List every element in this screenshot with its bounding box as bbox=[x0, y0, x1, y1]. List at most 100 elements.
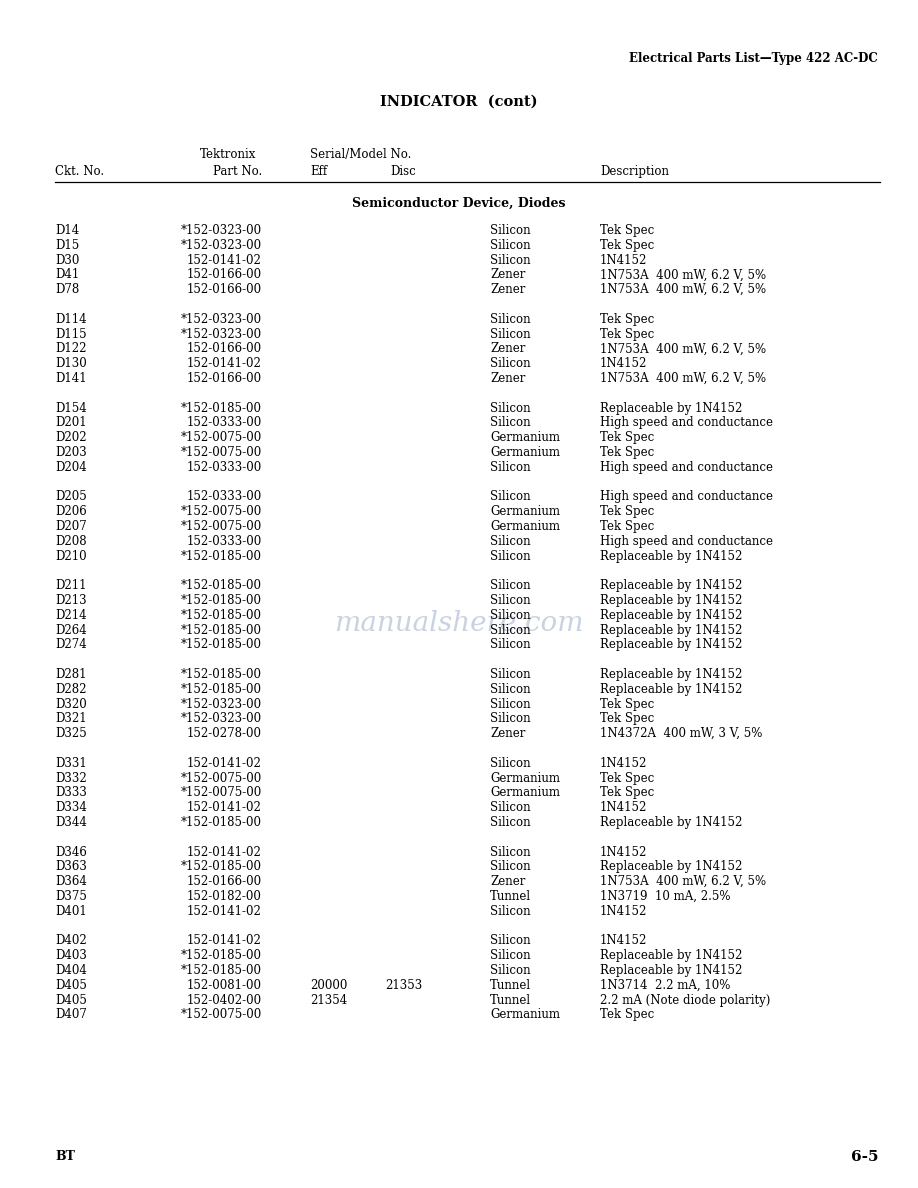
Text: *152-0323-00: *152-0323-00 bbox=[181, 312, 262, 326]
Text: 1N3714  2.2 mA, 10%: 1N3714 2.2 mA, 10% bbox=[600, 979, 731, 992]
Text: 1N4152: 1N4152 bbox=[600, 757, 647, 770]
Text: 1N753A  400 mW, 6.2 V, 5%: 1N753A 400 mW, 6.2 V, 5% bbox=[600, 372, 767, 385]
Text: D210: D210 bbox=[55, 550, 86, 563]
Text: High speed and conductance: High speed and conductance bbox=[600, 461, 773, 474]
Text: High speed and conductance: High speed and conductance bbox=[600, 535, 773, 548]
Text: Tek Spec: Tek Spec bbox=[600, 786, 655, 800]
Text: 152-0333-00: 152-0333-00 bbox=[186, 491, 262, 504]
Text: Silicon: Silicon bbox=[490, 697, 531, 710]
Text: 152-0141-02: 152-0141-02 bbox=[187, 757, 262, 770]
Text: Silicon: Silicon bbox=[490, 253, 531, 266]
Text: 152-0141-02: 152-0141-02 bbox=[187, 935, 262, 947]
Text: *152-0185-00: *152-0185-00 bbox=[181, 683, 262, 696]
Text: D320: D320 bbox=[55, 697, 86, 710]
Text: Tek Spec: Tek Spec bbox=[600, 771, 655, 784]
Text: 152-0333-00: 152-0333-00 bbox=[186, 535, 262, 548]
Text: Zener: Zener bbox=[490, 876, 525, 889]
Text: 152-0182-00: 152-0182-00 bbox=[187, 890, 262, 903]
Text: Tek Spec: Tek Spec bbox=[600, 1009, 655, 1022]
Text: Silicon: Silicon bbox=[490, 638, 531, 651]
Text: INDICATOR  (cont): INDICATOR (cont) bbox=[380, 95, 538, 109]
Text: D405: D405 bbox=[55, 993, 87, 1006]
Text: 1N4152: 1N4152 bbox=[600, 935, 647, 947]
Text: D141: D141 bbox=[55, 372, 86, 385]
Text: D122: D122 bbox=[55, 342, 86, 355]
Text: Replaceable by 1N4152: Replaceable by 1N4152 bbox=[600, 594, 743, 607]
Text: *152-0185-00: *152-0185-00 bbox=[181, 668, 262, 681]
Text: ВΤ: ВΤ bbox=[55, 1150, 75, 1163]
Text: Tek Spec: Tek Spec bbox=[600, 713, 655, 726]
Text: 1N753A  400 mW, 6.2 V, 5%: 1N753A 400 mW, 6.2 V, 5% bbox=[600, 268, 767, 282]
Text: Silicon: Silicon bbox=[490, 608, 531, 621]
Text: Disc: Disc bbox=[390, 165, 416, 178]
Text: *152-0075-00: *152-0075-00 bbox=[181, 505, 262, 518]
Text: D115: D115 bbox=[55, 328, 86, 341]
Text: *152-0185-00: *152-0185-00 bbox=[181, 816, 262, 829]
Text: Tunnel: Tunnel bbox=[490, 993, 532, 1006]
Text: Silicon: Silicon bbox=[490, 860, 531, 873]
Text: Silicon: Silicon bbox=[490, 594, 531, 607]
Text: 1N753A  400 mW, 6.2 V, 5%: 1N753A 400 mW, 6.2 V, 5% bbox=[600, 283, 767, 296]
Text: Electrical Parts List—Type 422 AC-DC: Electrical Parts List—Type 422 AC-DC bbox=[629, 52, 878, 65]
Text: D401: D401 bbox=[55, 905, 86, 918]
Text: Silicon: Silicon bbox=[490, 358, 531, 371]
Text: Germanium: Germanium bbox=[490, 446, 560, 459]
Text: Silicon: Silicon bbox=[490, 801, 531, 814]
Text: D334: D334 bbox=[55, 801, 87, 814]
Text: D402: D402 bbox=[55, 935, 86, 947]
Text: Silicon: Silicon bbox=[490, 949, 531, 962]
Text: 152-0166-00: 152-0166-00 bbox=[187, 372, 262, 385]
Text: Silicon: Silicon bbox=[490, 461, 531, 474]
Text: Replaceable by 1N4152: Replaceable by 1N4152 bbox=[600, 608, 743, 621]
Text: 152-0166-00: 152-0166-00 bbox=[187, 342, 262, 355]
Text: 21354: 21354 bbox=[310, 993, 347, 1006]
Text: D203: D203 bbox=[55, 446, 86, 459]
Text: Silicon: Silicon bbox=[490, 225, 531, 236]
Text: Silicon: Silicon bbox=[490, 328, 531, 341]
Text: D331: D331 bbox=[55, 757, 86, 770]
Text: Replaceable by 1N4152: Replaceable by 1N4152 bbox=[600, 550, 743, 563]
Text: 1N4152: 1N4152 bbox=[600, 801, 647, 814]
Text: *152-0185-00: *152-0185-00 bbox=[181, 594, 262, 607]
Text: *152-0075-00: *152-0075-00 bbox=[181, 771, 262, 784]
Text: D346: D346 bbox=[55, 846, 87, 859]
Text: manualshere.com: manualshere.com bbox=[334, 611, 584, 637]
Text: Ckt. No.: Ckt. No. bbox=[55, 165, 104, 178]
Text: Tektronix: Tektronix bbox=[200, 148, 256, 162]
Text: Germanium: Germanium bbox=[490, 520, 560, 533]
Text: D403: D403 bbox=[55, 949, 87, 962]
Text: D214: D214 bbox=[55, 608, 86, 621]
Text: Silicon: Silicon bbox=[490, 239, 531, 252]
Text: D344: D344 bbox=[55, 816, 87, 829]
Text: *152-0075-00: *152-0075-00 bbox=[181, 786, 262, 800]
Text: Silicon: Silicon bbox=[490, 417, 531, 429]
Text: Silicon: Silicon bbox=[490, 491, 531, 504]
Text: D14: D14 bbox=[55, 225, 79, 236]
Text: Semiconductor Device, Diodes: Semiconductor Device, Diodes bbox=[353, 197, 565, 210]
Text: 152-0402-00: 152-0402-00 bbox=[187, 993, 262, 1006]
Text: 20000: 20000 bbox=[310, 979, 347, 992]
Text: D375: D375 bbox=[55, 890, 87, 903]
Text: 152-0278-00: 152-0278-00 bbox=[187, 727, 262, 740]
Text: Silicon: Silicon bbox=[490, 713, 531, 726]
Text: Tek Spec: Tek Spec bbox=[600, 312, 655, 326]
Text: Replaceable by 1N4152: Replaceable by 1N4152 bbox=[600, 624, 743, 637]
Text: Silicon: Silicon bbox=[490, 624, 531, 637]
Text: *152-0075-00: *152-0075-00 bbox=[181, 520, 262, 533]
Text: Silicon: Silicon bbox=[490, 312, 531, 326]
Text: Silicon: Silicon bbox=[490, 402, 531, 415]
Text: Germanium: Germanium bbox=[490, 771, 560, 784]
Text: Tek Spec: Tek Spec bbox=[600, 225, 655, 236]
Text: D201: D201 bbox=[55, 417, 86, 429]
Text: 152-0141-02: 152-0141-02 bbox=[187, 846, 262, 859]
Text: Eff: Eff bbox=[310, 165, 327, 178]
Text: *152-0185-00: *152-0185-00 bbox=[181, 550, 262, 563]
Text: Zener: Zener bbox=[490, 342, 525, 355]
Text: Zener: Zener bbox=[490, 268, 525, 282]
Text: *152-0323-00: *152-0323-00 bbox=[181, 697, 262, 710]
Text: Silicon: Silicon bbox=[490, 668, 531, 681]
Text: 1N3719  10 mA, 2.5%: 1N3719 10 mA, 2.5% bbox=[600, 890, 731, 903]
Text: Tek Spec: Tek Spec bbox=[600, 446, 655, 459]
Text: 152-0166-00: 152-0166-00 bbox=[187, 876, 262, 889]
Text: 152-0141-02: 152-0141-02 bbox=[187, 905, 262, 918]
